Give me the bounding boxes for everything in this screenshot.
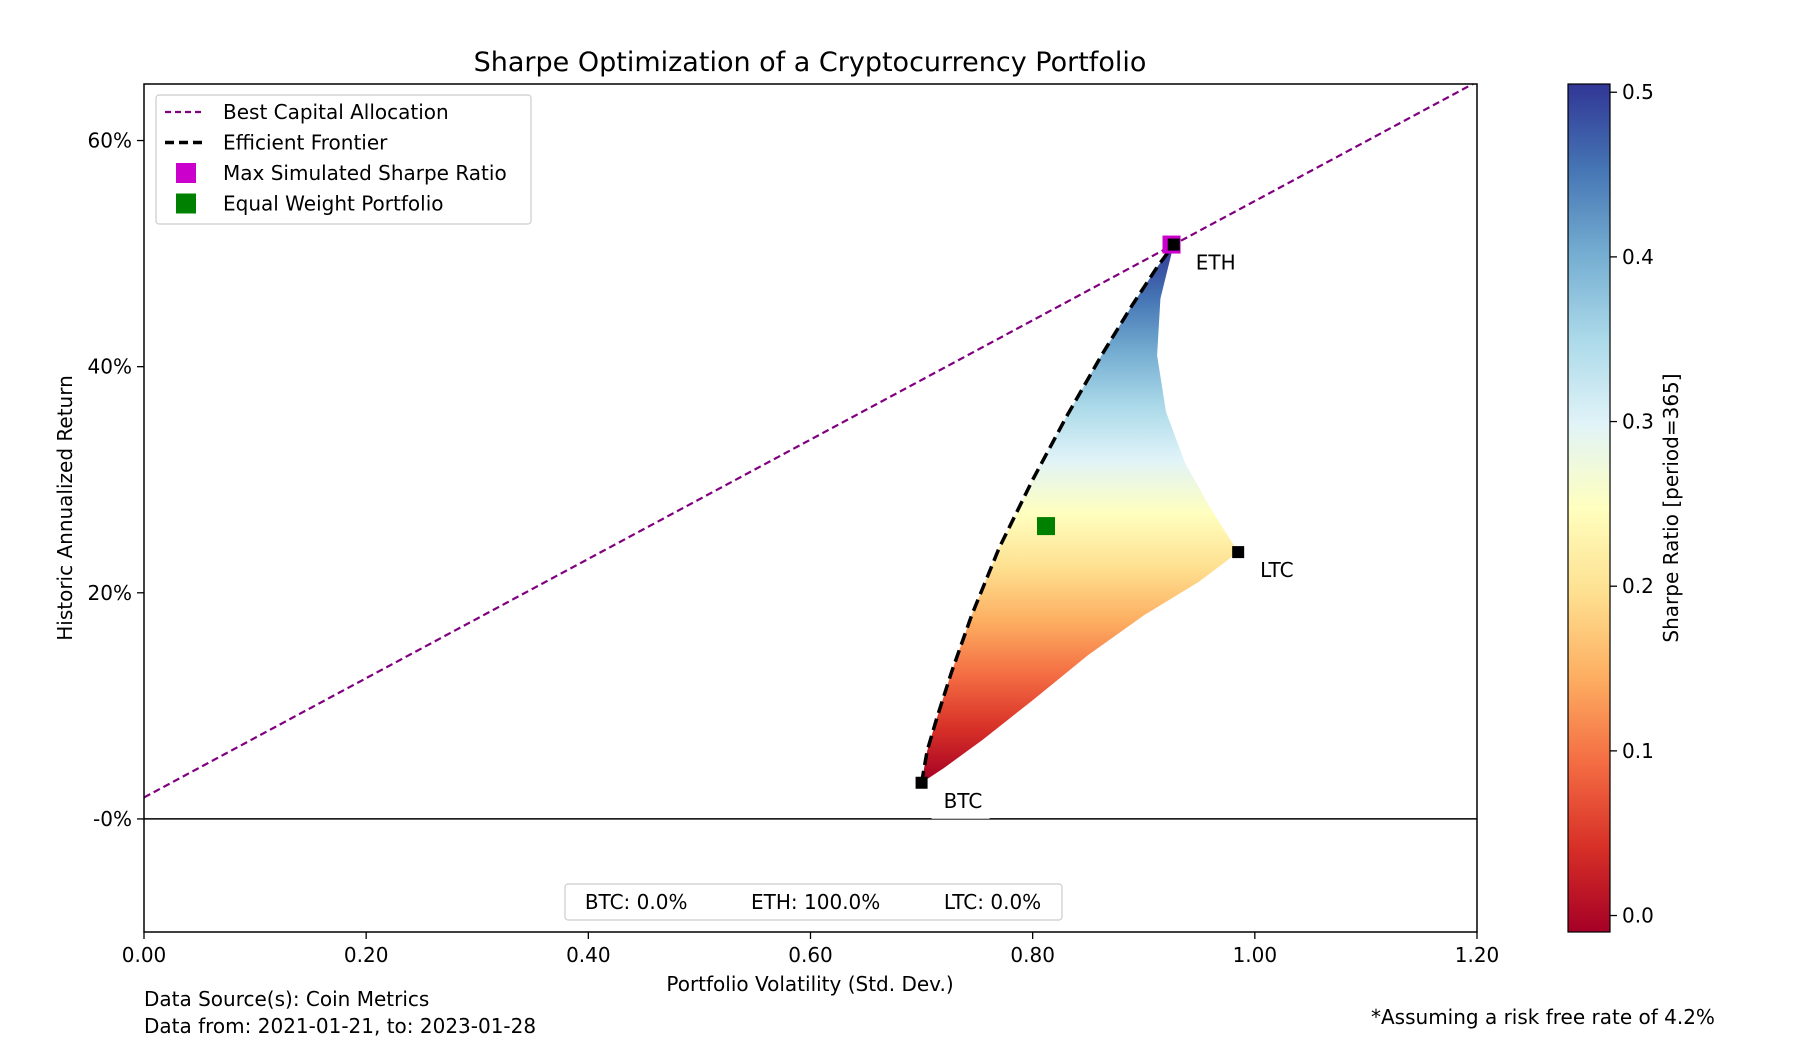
x-tick-label: 0.80 <box>1010 943 1055 967</box>
capital-allocation-line <box>144 84 1476 799</box>
colorbar-label: Sharpe Ratio [period=365] <box>1659 373 1683 642</box>
colorbar: 0.0 0.1 0.2 0.3 0.4 0.5 Sharpe Ratio [period=… <box>1567 80 1683 933</box>
weights-box: BTC: 0.0% ETH: 100.0% LTC: 0.0% <box>564 883 1063 921</box>
colorbar-tick-label: 0.0 <box>1622 904 1654 928</box>
x-axis-label: Portfolio Volatility (Std. Dev.) <box>666 972 953 996</box>
colorbar-gradient <box>1567 83 1611 933</box>
x-tick-label: 0.40 <box>566 943 611 967</box>
efficient-frontier-line <box>919 243 1176 784</box>
x-tick-label: 0.00 <box>122 943 167 967</box>
y-tick-label: 60% <box>88 129 132 153</box>
risk-free-note: *Assuming a risk free rate of 4.2% <box>1371 1005 1715 1029</box>
colorbar-tick-label: 0.1 <box>1622 739 1654 763</box>
plot-area: BTC ETH LTC <box>144 84 1477 820</box>
feasible-region <box>921 244 1239 783</box>
eth-marker-top <box>1167 238 1180 251</box>
legend: Best Capital Allocation Efficient Frontie… <box>155 94 532 225</box>
y-tick-label: 20% <box>88 581 132 605</box>
colorbar-tick-label: 0.5 <box>1622 80 1654 104</box>
asset-label-eth: ETH <box>1196 251 1236 275</box>
asset-marker-btc <box>915 776 928 789</box>
x-tick-label: 1.20 <box>1455 943 1500 967</box>
y-axis-label: Historic Annualized Return <box>53 375 77 641</box>
y-tick-label: 40% <box>88 355 132 379</box>
colorbar-tick-label: 0.3 <box>1622 410 1654 434</box>
x-tick-label: 0.60 <box>788 943 833 967</box>
asset-label-ltc: LTC <box>1260 558 1293 582</box>
legend-swatch-max-simulated-sharpe-ratio <box>176 163 196 183</box>
equal-weight-marker <box>1036 517 1055 536</box>
data-source-text: Data Source(s): Coin Metrics <box>144 987 430 1011</box>
asset-marker-ltc <box>1232 546 1245 559</box>
legend-label-max-simulated-sharpe-ratio: Max Simulated Sharpe Ratio <box>223 161 507 185</box>
x-tick-label: 0.20 <box>344 943 389 967</box>
chart-title: Sharpe Optimization of a Cryptocurrency … <box>474 47 1147 78</box>
colorbar-tick-label: 0.4 <box>1622 245 1654 269</box>
legend-label-best-capital-allocation: Best Capital Allocation <box>223 100 449 124</box>
asset-label-bg-btc <box>931 786 990 819</box>
x-tick-label: 1.00 <box>1233 943 1278 967</box>
y-tick-label: -0% <box>93 807 132 831</box>
legend-swatch-equal-weight-portfolio <box>176 193 196 214</box>
legend-label-efficient-frontier: Efficient Frontier <box>223 131 388 155</box>
data-range-text: Data from: 2021-01-21, to: 2023-01-28 <box>144 1014 537 1038</box>
legend-label-equal-weight-portfolio: Equal Weight Portfolio <box>223 192 444 216</box>
colorbar-tick-label: 0.2 <box>1622 574 1654 598</box>
weights-text: BTC: 0.0% ETH: 100.0% LTC: 0.0% <box>585 890 1041 914</box>
asset-label-btc: BTC <box>944 789 983 813</box>
